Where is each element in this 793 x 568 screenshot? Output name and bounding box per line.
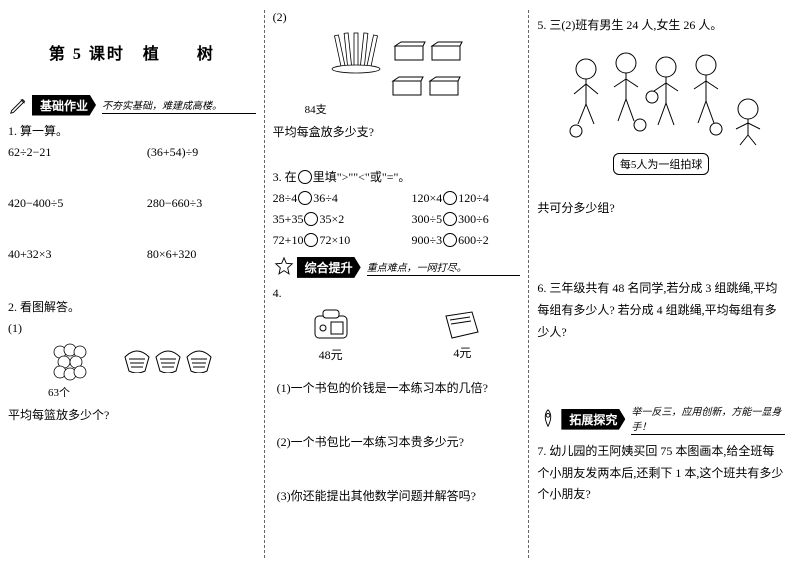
badge-comp: 综合提升 重点难点，一网打尽。 — [273, 256, 521, 278]
q3-r3a: 72+10 — [273, 233, 304, 247]
q3-r2a: 35+35 — [273, 212, 304, 226]
badge-basic-label: 基础作业 — [32, 95, 96, 116]
q3-r1b: 36÷4 — [313, 191, 338, 205]
q3-r2b: 35×2 — [319, 212, 344, 226]
badge-basic: 基础作业 不夯实基础，难建成高楼。 — [8, 94, 256, 116]
apples-icon — [50, 340, 120, 382]
q4-items: 48元 4元 — [273, 308, 521, 363]
q3-r3d: 600÷2 — [458, 233, 489, 247]
q5-illus — [537, 39, 785, 149]
badge-comp-sub: 重点难点，一网打尽。 — [367, 259, 521, 276]
page-title: 第 5 课时 植 树 — [8, 40, 256, 64]
q1-r1a: 62÷2−21 — [8, 145, 117, 160]
badge-ext-sub: 举一反三，应用创新，方能一显身手！ — [631, 403, 785, 435]
pencil-icon — [8, 94, 30, 116]
box-icon — [393, 40, 427, 64]
q1-r1b: (36+54)÷9 — [147, 145, 256, 160]
basket-icon — [154, 349, 182, 373]
q6: 6. 三年级共有 48 名同学,若分成 3 组跳绳,平均每组有多少人? 若分成 … — [537, 278, 785, 343]
q2-count1: 63个 — [48, 384, 256, 400]
q2-ask1: 平均每篮放多少个? — [8, 406, 256, 425]
q1-row1: 62÷2−21 (36+54)÷9 — [8, 145, 256, 160]
rocket-icon — [537, 408, 559, 430]
q1-r3a: 40+32×3 — [8, 247, 117, 262]
q5-ask: 共可分多少组? — [537, 199, 785, 218]
q2-illus1 — [8, 340, 256, 382]
badge-basic-sub: 不夯实基础，难建成高楼。 — [102, 97, 256, 114]
q4-priceB: 4元 — [405, 344, 521, 361]
badge-comp-label: 综合提升 — [297, 257, 361, 278]
q4-b: (2)一个书包比一本练习本贵多少元? — [277, 433, 521, 451]
badge-ext: 拓展探究 举一反三，应用创新，方能一显身手！ — [537, 403, 785, 435]
q1-row3: 40+32×3 80×6+320 — [8, 247, 256, 262]
q5-bubble: 每5人为一组拍球 — [613, 153, 710, 175]
notebook-icon — [442, 310, 482, 340]
q3-r3b: 72×10 — [319, 233, 350, 247]
q4-a: (1)一个书包的价钱是一本练习本的几倍? — [277, 379, 521, 397]
q3-r3c: 900÷3 — [412, 233, 443, 247]
q3-head: 3. 在里填">""<"或"="。 — [273, 168, 521, 187]
q4-priceA: 48元 — [273, 346, 389, 363]
q3-r1a: 28÷4 — [273, 191, 298, 205]
q4-c: (3)你还能提出其他数学问题并解答吗? — [277, 487, 521, 505]
q1-row2: 420−400÷5 280−660÷3 — [8, 196, 256, 211]
q1-r3b: 80×6+320 — [147, 247, 256, 262]
q2-head: 2. 看图解答。 — [8, 298, 256, 317]
q3-r1d: 120÷4 — [458, 191, 489, 205]
q3-r1c: 120×4 — [412, 191, 443, 205]
q1-r2a: 420−400÷5 — [8, 196, 117, 211]
q7: 7. 幼儿园的王阿姨买回 75 本图画本,给全班每个小朋友发两本后,还剩下 1 … — [537, 441, 785, 506]
q2-ask2: 平均每盒放多少支? — [273, 123, 521, 142]
q3-r3: 72+10 72×10 900÷3 600÷2 — [273, 233, 521, 248]
bag-icon — [309, 308, 353, 342]
q2-count2: 84支 — [305, 101, 521, 117]
q3-r2: 35+35 35×2 300÷5 300÷6 — [273, 212, 521, 227]
q2-p2: (2) — [273, 10, 521, 25]
q1-r2b: 280−660÷3 — [147, 196, 256, 211]
q2-illus2 — [273, 29, 521, 99]
q4-head: 4. — [273, 284, 521, 303]
basket-icon — [123, 349, 151, 373]
pencils-icon — [330, 29, 390, 75]
basket-icon — [185, 349, 213, 373]
box-icon — [428, 75, 462, 99]
star-icon — [273, 256, 295, 278]
q3-r2d: 300÷6 — [458, 212, 489, 226]
badge-ext-label: 拓展探究 — [561, 409, 625, 430]
box-icon — [391, 75, 425, 99]
box-icon — [430, 40, 464, 64]
q3-r1: 28÷4 36÷4 120×4 120÷4 — [273, 191, 521, 206]
q3-r2c: 300÷5 — [412, 212, 443, 226]
q5-bubble-wrap: 每5人为一组拍球 — [537, 153, 785, 175]
kids-playing-icon — [556, 39, 766, 149]
q1-head: 1. 算一算。 — [8, 122, 256, 141]
q5-head: 5. 三(2)班有男生 24 人,女生 26 人。 — [537, 16, 785, 35]
q2-p1: (1) — [8, 321, 256, 336]
